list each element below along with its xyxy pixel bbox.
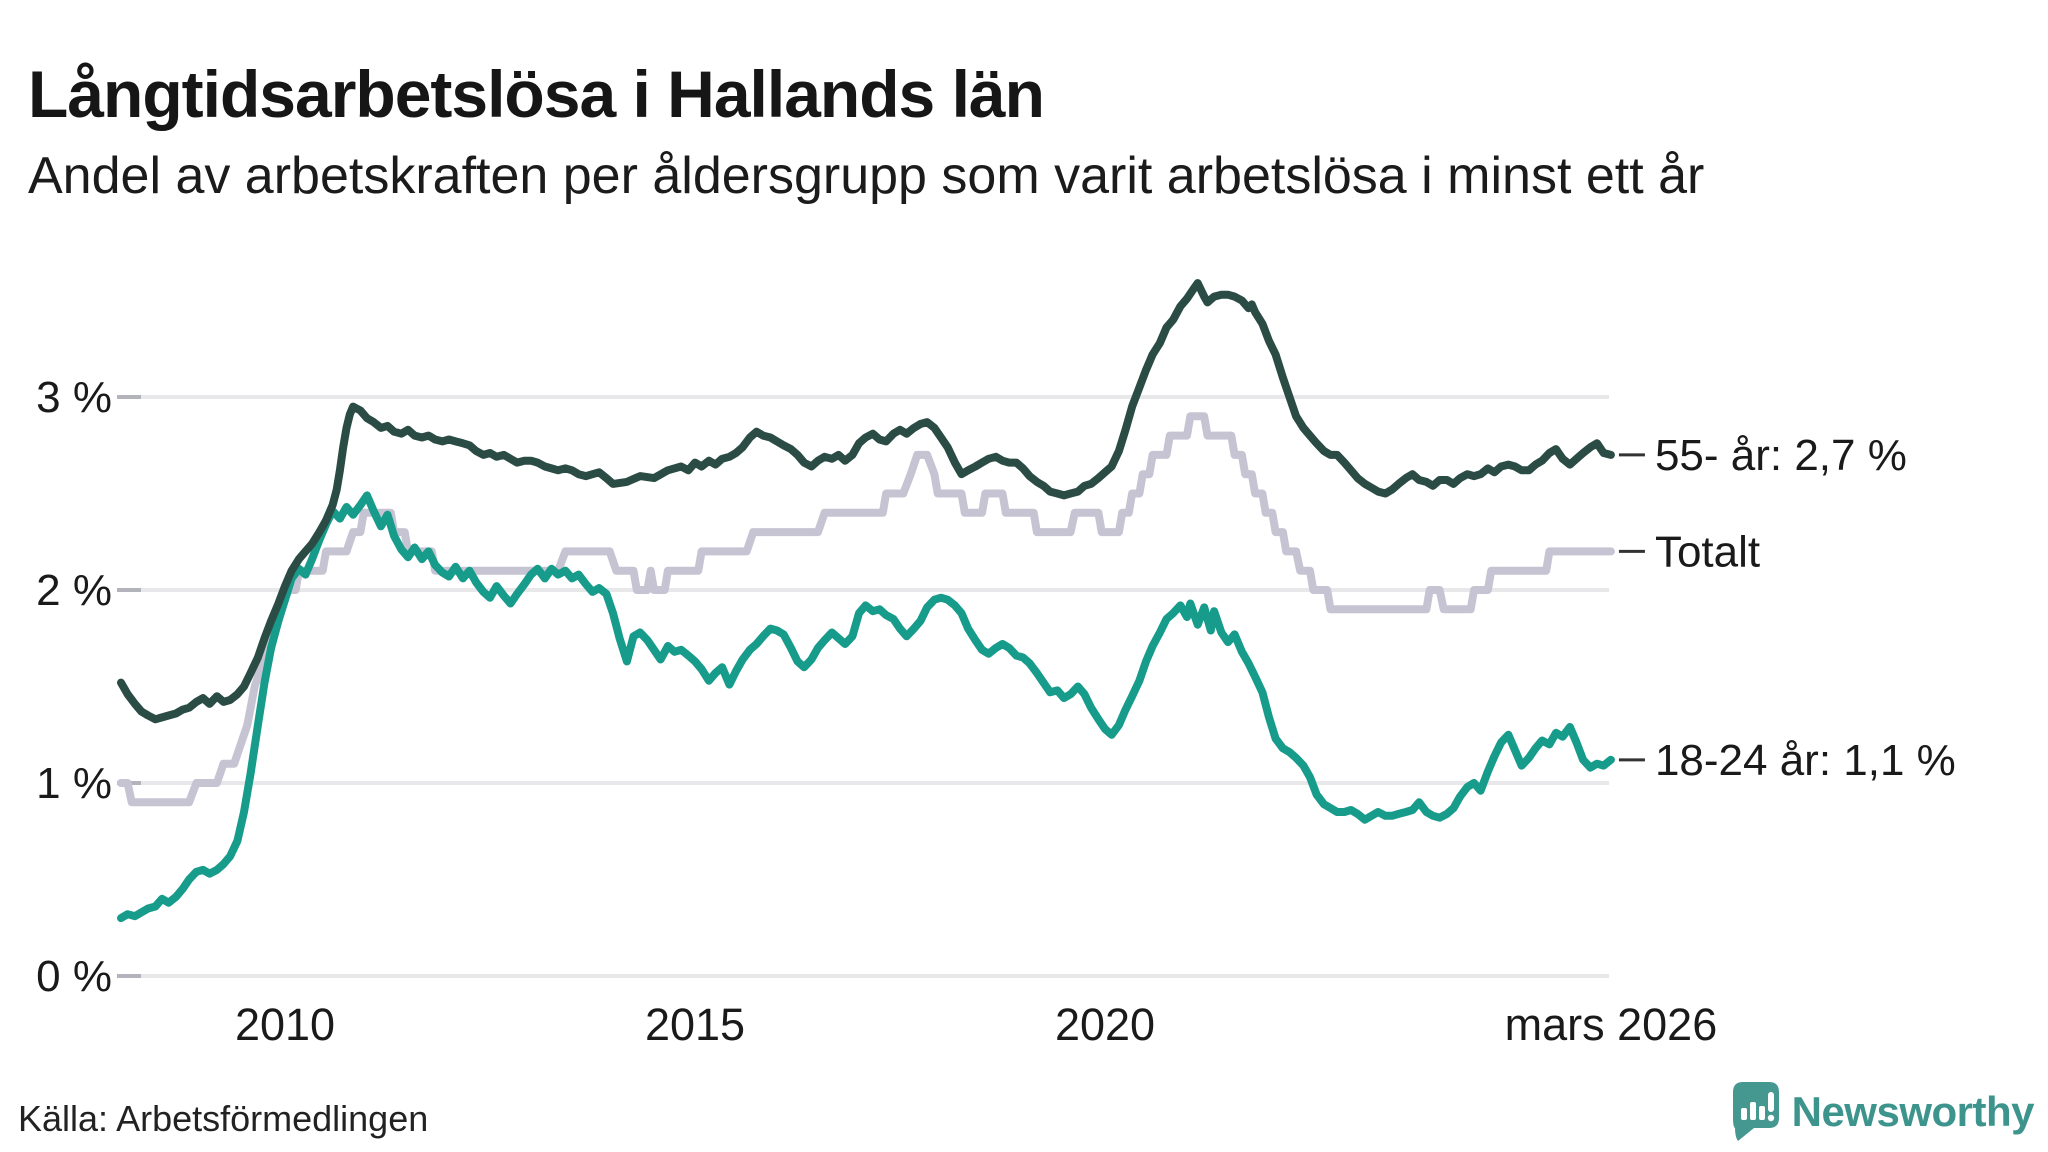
x-axis-label: 2020 bbox=[1055, 999, 1155, 1050]
x-axis-label: 2015 bbox=[645, 999, 745, 1050]
brand-logo: Newsworthy bbox=[1730, 1080, 2035, 1144]
y-axis-label: 3 % bbox=[36, 373, 112, 422]
brand-name: Newsworthy bbox=[1791, 1088, 2035, 1135]
source-note: Källa: Arbetsförmedlingen bbox=[18, 1098, 429, 1139]
page-title: Långtidsarbetslösa i Hallands län bbox=[28, 57, 1045, 132]
chart-subtitle: Andel av arbetskraften per åldersgrupp s… bbox=[28, 147, 1705, 205]
series-line-55-r bbox=[117, 279, 1615, 724]
series-end-label: 55- år: 2,7 % bbox=[1655, 431, 1907, 480]
x-axis-label: mars 2026 bbox=[1505, 999, 1718, 1050]
series-line-18-24-r bbox=[117, 491, 1615, 923]
series-line-totalt bbox=[117, 412, 1615, 807]
y-axis-label: 1 % bbox=[36, 759, 112, 808]
series-end-label: Totalt bbox=[1655, 527, 1760, 576]
x-axis-label: 2010 bbox=[235, 999, 335, 1050]
y-axis-label: 2 % bbox=[36, 566, 112, 615]
series-end-label: 18-24 år: 1,1 % bbox=[1655, 736, 1956, 785]
newsworthy-logo-icon bbox=[1732, 1082, 1779, 1141]
y-axis-label: 0 % bbox=[36, 952, 112, 1001]
